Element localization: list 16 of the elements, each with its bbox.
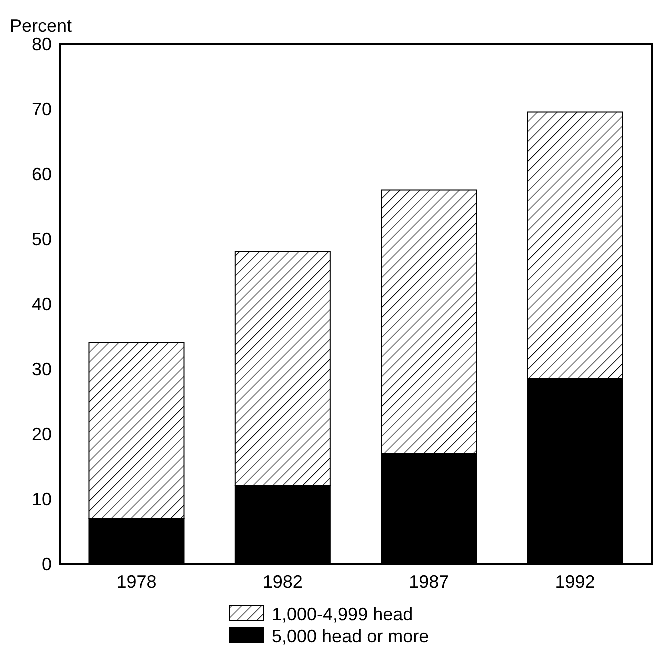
x-tick-label: 1982 [262, 572, 303, 592]
y-tick-label: 60 [32, 164, 52, 184]
y-axis-title: Percent [10, 16, 72, 36]
y-tick-label: 40 [32, 294, 52, 314]
x-tick-label: 1987 [409, 572, 450, 592]
legend-label: 5,000 head or more [272, 626, 430, 646]
legend-label: 1,000-4,999 head [272, 604, 414, 624]
y-tick-label: 50 [32, 229, 52, 250]
y-tick-label: 20 [32, 424, 52, 444]
x-tick-label: 1978 [116, 572, 157, 592]
y-tick-label: 80 [32, 34, 52, 54]
x-tick-label: 1992 [555, 572, 596, 592]
y-tick-label: 0 [42, 554, 52, 574]
y-tick-label: 30 [32, 359, 52, 380]
y-tick-label: 10 [32, 489, 52, 510]
y-tick-label: 70 [32, 99, 52, 120]
